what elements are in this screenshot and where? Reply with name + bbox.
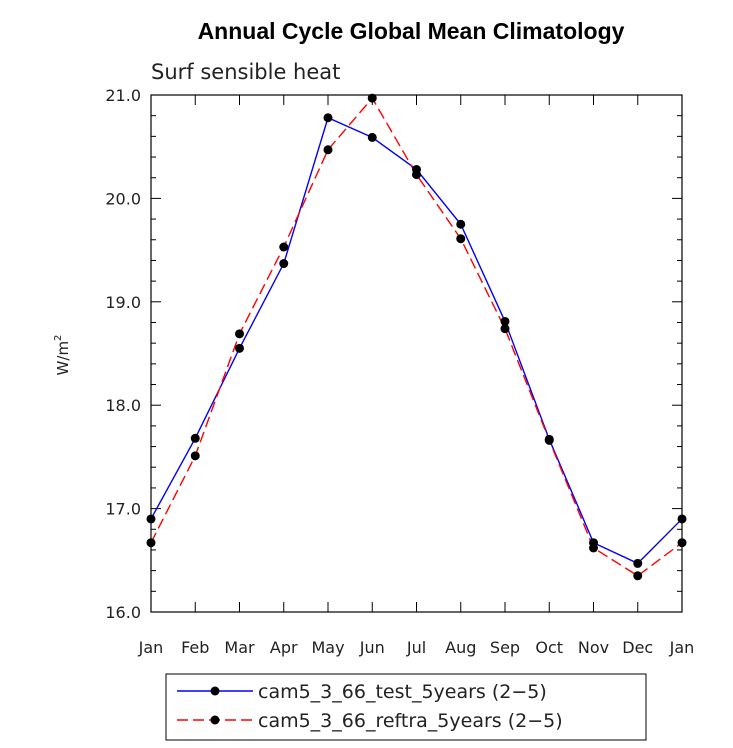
y-tick-labels: 16.0 17.0 18.0 19.0 20.0 21.0 <box>105 86 141 622</box>
x-tick-label: May <box>311 638 344 657</box>
series-2-point <box>456 234 466 244</box>
y-tick-label: 17.0 <box>105 500 141 519</box>
series-line-1 <box>150 116 683 565</box>
x-tick-label: Aug <box>445 638 476 657</box>
x-tick-label: Feb <box>181 638 209 657</box>
y-tick-label: 20.0 <box>105 189 141 208</box>
series-1-point <box>456 219 466 229</box>
series-1-point <box>633 558 643 568</box>
legend-box <box>165 673 647 741</box>
legend-label-1: cam5_3_66_test_5years (2−5) <box>258 681 547 703</box>
x-tick-label: Oct <box>535 638 563 657</box>
series-2-point <box>589 543 598 553</box>
y-tick-label: 19.0 <box>105 293 141 312</box>
series-2-point <box>367 93 377 103</box>
series-2-point <box>323 145 333 155</box>
series-2-point <box>235 329 244 339</box>
x-tick-label: Apr <box>270 638 298 657</box>
legend-label-2: cam5_3_66_reftra_5years (2−5) <box>258 710 563 732</box>
series-2-point <box>412 170 421 180</box>
y-tick-label: 18.0 <box>105 396 141 415</box>
x-tick-labels: Jan Feb Mar Apr May Jun Jul Aug Sep Oct Nov Dec Jan <box>138 638 695 657</box>
y-tick-label: 21.0 <box>105 86 141 105</box>
series-2-point <box>633 571 643 581</box>
legend-marker-2 <box>210 715 220 725</box>
y-axis-label-superscript: 2 <box>53 335 64 341</box>
x-tick-label: Mar <box>224 638 255 657</box>
series-1-point <box>500 316 510 326</box>
chart-title: Annual Cycle Global Mean Climatology <box>198 18 625 44</box>
series-2-point <box>190 451 200 461</box>
y-axis-label: W/m2 <box>53 335 72 376</box>
series <box>146 93 687 581</box>
series-1-point <box>279 259 289 269</box>
series-1-point <box>146 514 156 524</box>
y-tick-label: 16.0 <box>105 603 141 622</box>
series-1-point <box>323 113 333 123</box>
series-1-point <box>190 433 200 443</box>
series-2-point <box>544 435 554 445</box>
series-2-point <box>146 538 156 548</box>
legend: cam5_3_66_test_5years (2−5) cam5_3_66_ref… <box>177 681 563 732</box>
x-tick-label: Nov <box>578 638 609 657</box>
series-2-point <box>500 324 510 334</box>
series-2-point <box>279 242 289 252</box>
series-1-point <box>235 343 244 353</box>
x-tick-label: Jan <box>138 638 164 657</box>
x-tick-label: Dec <box>622 638 653 657</box>
chart-subtitle: Surf sensible heat <box>151 60 340 84</box>
x-tick-label: Jan <box>669 638 695 657</box>
x-tick-label: Jun <box>359 638 385 657</box>
series-2-point <box>677 538 687 548</box>
series-1-point <box>367 132 377 142</box>
legend-marker-1 <box>210 686 220 696</box>
x-tick-label: Jul <box>406 638 426 657</box>
series-1-point <box>677 514 687 524</box>
x-tick-label: Sep <box>490 638 520 657</box>
